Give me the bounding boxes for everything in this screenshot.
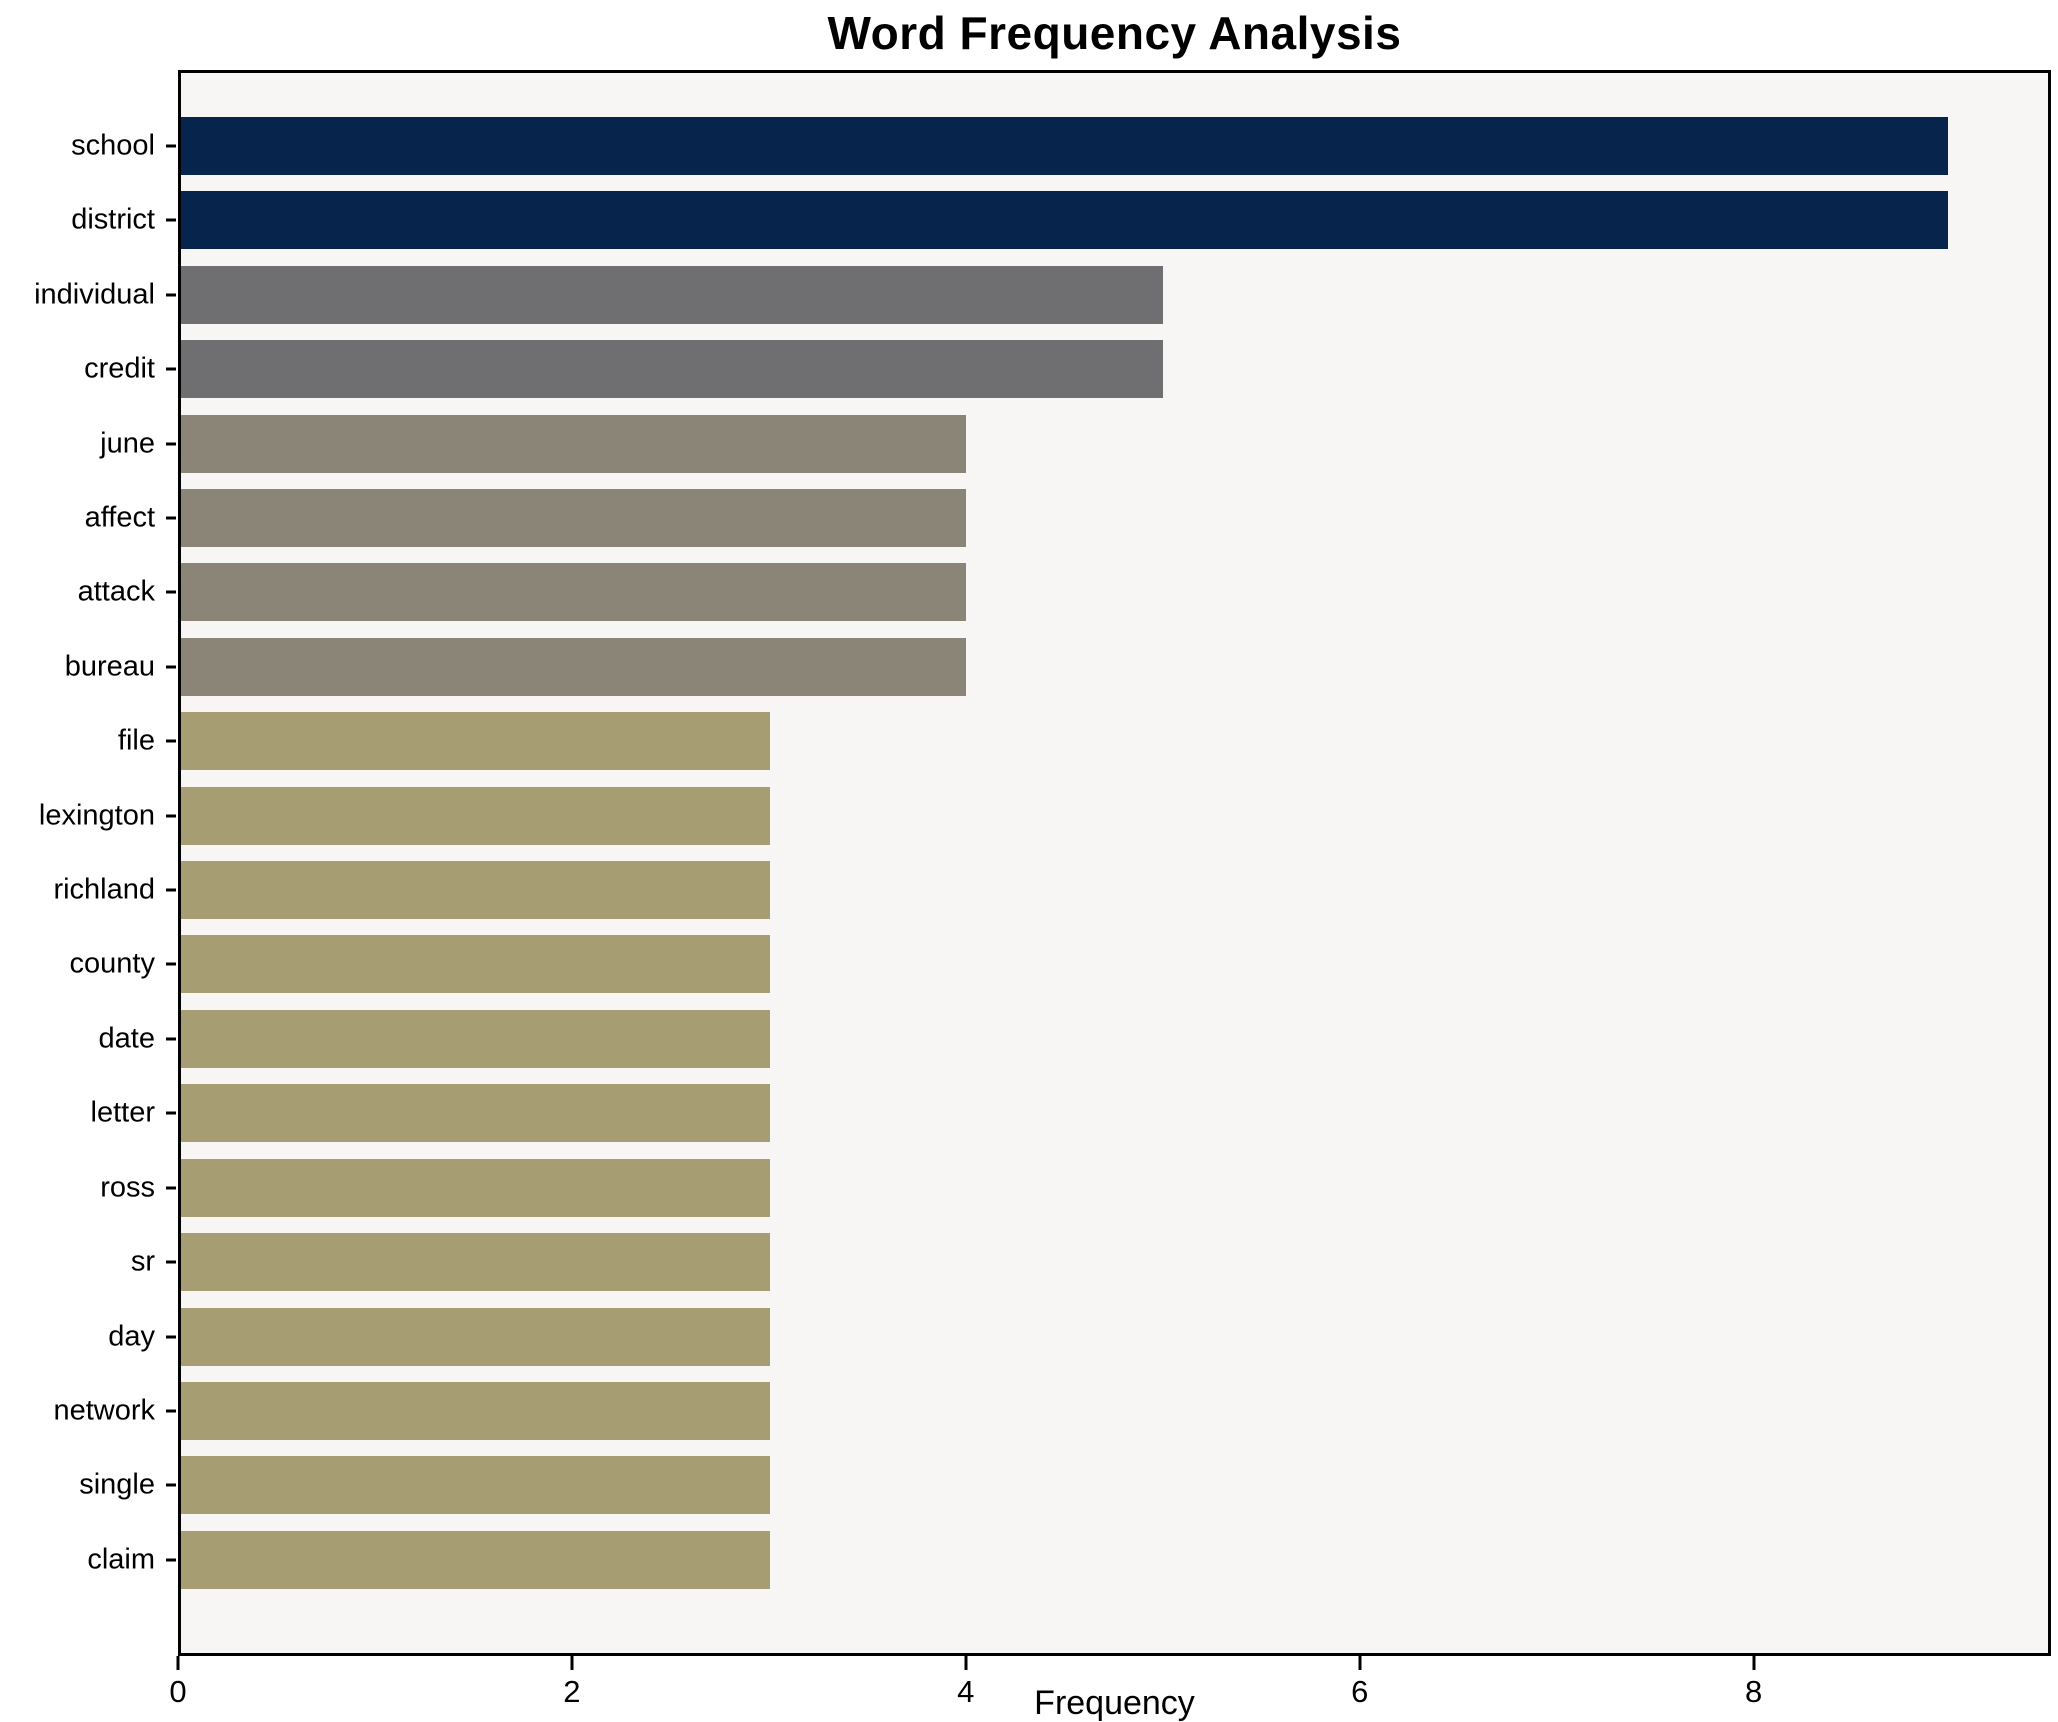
x-tick-label: 0 [169, 1674, 187, 1709]
y-tick [166, 1260, 176, 1264]
y-tick [166, 888, 176, 892]
y-tick [166, 962, 176, 966]
y-tick [166, 218, 176, 222]
y-tick [166, 1037, 176, 1041]
y-tick-label: attack [77, 575, 155, 608]
bar-row: bureau [65, 637, 2048, 696]
x-axis: 0 2 4 6 8 [169, 1656, 2051, 1716]
y-tick [166, 1558, 176, 1562]
x-tick [964, 1656, 968, 1670]
y-tick [166, 1483, 176, 1487]
bar-row: day [108, 1307, 2048, 1366]
bar [181, 1233, 770, 1292]
bar [181, 1009, 770, 1068]
y-tick-label: file [117, 724, 155, 757]
bar-row: county [70, 935, 2048, 994]
y-tick-label: date [98, 1022, 155, 1055]
bar-row: file [118, 712, 2048, 771]
y-tick [166, 367, 176, 371]
y-tick [166, 144, 176, 148]
y-tick-label: richland [53, 873, 155, 906]
bar-row: richland [53, 861, 2048, 920]
bar [181, 563, 967, 622]
y-tick-label: single [79, 1468, 155, 1501]
x-tick [176, 1656, 180, 1670]
bar-row: sr [131, 1233, 2048, 1292]
y-tick [166, 1186, 176, 1190]
y-tick-label: letter [90, 1096, 155, 1129]
y-tick [166, 442, 176, 446]
x-tick-label: 6 [1351, 1674, 1369, 1709]
bar-row: credit [84, 340, 2048, 399]
bar [181, 637, 967, 696]
y-tick [166, 1335, 176, 1338]
x-axis-label: Frequency [1034, 1684, 1195, 1722]
bar [181, 1530, 770, 1589]
y-tick [166, 665, 176, 669]
x-tick-label: 4 [957, 1674, 975, 1709]
bar-row: attack [78, 563, 2048, 622]
x-tick-label: 8 [1744, 1674, 1763, 1709]
bar-row: affect [85, 489, 2048, 548]
x-tick-label: 2 [563, 1674, 581, 1709]
bar [181, 414, 967, 473]
bar [181, 117, 1948, 175]
plot-area: school district individual credit june affect… [34, 70, 2051, 1656]
y-tick [166, 739, 176, 743]
y-tick-label: day [108, 1320, 155, 1352]
bar [181, 340, 1163, 399]
bar [181, 1084, 770, 1143]
y-tick [166, 293, 176, 297]
y-tick [166, 590, 176, 594]
y-tick-label: claim [87, 1543, 155, 1576]
y-tick-label: lexington [38, 799, 155, 832]
bar [181, 786, 770, 845]
y-tick-label: june [100, 427, 155, 460]
bar-row: school [71, 117, 2048, 175]
bar-row: date [99, 1009, 2048, 1068]
y-tick [166, 814, 176, 818]
x-tick [1752, 1656, 1756, 1670]
bar-row: letter [91, 1084, 2048, 1143]
bar [181, 1381, 770, 1440]
y-tick-label: individual [34, 278, 155, 311]
y-tick [166, 1111, 176, 1115]
x-tick [570, 1656, 574, 1670]
bar-row: lexington [39, 786, 2048, 845]
x-tick [1358, 1656, 1362, 1670]
y-tick-label: district [71, 203, 155, 236]
bar [181, 265, 1163, 324]
bar-row: individual [34, 265, 2048, 324]
bar-row: claim [87, 1530, 2048, 1589]
y-tick-label: county [69, 947, 155, 980]
y-tick-label: sr [130, 1245, 155, 1278]
y-tick-label: ross [100, 1171, 155, 1204]
bar [181, 861, 770, 920]
bars-container: school district individual credit june affect… [34, 117, 2048, 1589]
y-tick-label: bureau [64, 650, 155, 683]
bar-row: district [71, 191, 2048, 250]
y-tick [166, 516, 176, 520]
bar [181, 1307, 770, 1366]
bar [181, 1456, 770, 1515]
y-tick [166, 1409, 176, 1413]
y-tick-label: network [53, 1394, 155, 1427]
bar [181, 712, 770, 771]
bar [181, 191, 1948, 250]
bar-row: single [79, 1456, 2048, 1515]
y-tick-label: school [71, 129, 155, 162]
bar-row: june [100, 414, 2048, 473]
y-tick-label: affect [84, 501, 155, 534]
y-tick-label: credit [84, 352, 155, 385]
bar-row: ross [100, 1158, 2048, 1217]
bar [181, 489, 967, 548]
bar [181, 1158, 770, 1217]
bar [181, 935, 770, 994]
chart-title: Word Frequency Analysis [827, 7, 1402, 59]
bar-row: network [53, 1381, 2048, 1440]
